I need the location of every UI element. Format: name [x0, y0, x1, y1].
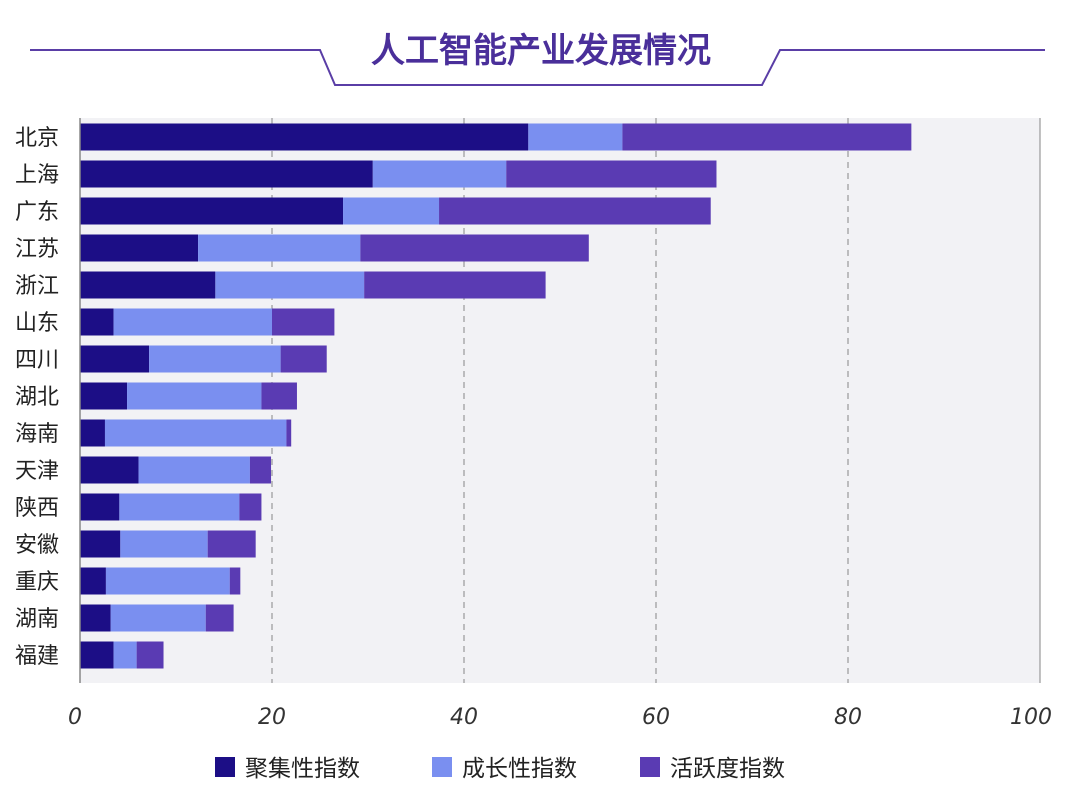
- bar-湖南-series-3: [205, 604, 234, 632]
- category-label: 山东: [15, 311, 59, 336]
- bar-安徽-series-2: [120, 530, 208, 558]
- legend-swatch-1: [215, 757, 235, 777]
- bar-上海-series-1: [80, 160, 373, 188]
- bar-广东-series-1: [80, 197, 344, 225]
- bar-湖南-series-1: [80, 604, 111, 632]
- category-label: 天津: [15, 459, 59, 484]
- bar-四川-series-1: [80, 345, 150, 373]
- bar-江苏-series-3: [360, 234, 589, 262]
- legend-label-3: 活跃度指数: [670, 756, 785, 782]
- bar-北京-series-2: [528, 123, 623, 151]
- title-banner: 人工智能产业发展情况: [30, 31, 1045, 86]
- category-label: 湖南: [15, 607, 59, 632]
- bar-重庆-series-3: [229, 567, 241, 595]
- bar-四川-series-2: [149, 345, 281, 373]
- x-tick-label: 100: [1010, 705, 1052, 730]
- bar-海南-series-1: [80, 419, 105, 447]
- x-tick-label: 60: [642, 705, 670, 730]
- category-label: 海南: [15, 422, 59, 447]
- bar-江苏-series-1: [80, 234, 199, 262]
- legend-label-2: 成长性指数: [462, 756, 577, 782]
- bar-重庆-series-1: [80, 567, 106, 595]
- category-label: 上海: [15, 163, 59, 188]
- chart-title: 人工智能产业发展情况: [371, 31, 711, 71]
- x-tick-label: 40: [450, 705, 478, 730]
- bar-福建-series-1: [80, 641, 114, 669]
- bar-浙江-series-2: [215, 271, 365, 299]
- bar-安徽-series-1: [80, 530, 121, 558]
- bar-陕西-series-3: [239, 493, 262, 521]
- bar-广东-series-2: [343, 197, 440, 225]
- bar-江苏-series-2: [198, 234, 361, 262]
- bar-重庆-series-2: [105, 567, 230, 595]
- bar-浙江-series-1: [80, 271, 216, 299]
- bar-天津-series-2: [138, 456, 250, 484]
- category-label: 湖北: [15, 385, 59, 410]
- legend-swatch-2: [432, 757, 452, 777]
- bar-北京-series-3: [622, 123, 912, 151]
- bar-福建-series-2: [113, 641, 137, 669]
- bar-湖南-series-2: [110, 604, 206, 632]
- legend-label-1: 聚集性指数: [245, 756, 360, 782]
- x-tick-label: 20: [258, 705, 286, 730]
- category-label: 陕西: [15, 496, 59, 521]
- bar-天津-series-3: [249, 456, 272, 484]
- category-label: 广东: [15, 200, 59, 225]
- bar-上海-series-3: [506, 160, 717, 188]
- bar-湖北-series-3: [261, 382, 297, 410]
- x-tick-label: 80: [834, 705, 862, 730]
- bar-上海-series-2: [372, 160, 507, 188]
- bar-山东-series-2: [113, 308, 272, 336]
- bar-海南-series-2: [104, 419, 287, 447]
- category-label: 江苏: [15, 237, 59, 262]
- legend: 聚集性指数 成长性指数 活跃度指数: [215, 756, 785, 782]
- category-label: 重庆: [15, 570, 59, 595]
- bar-陕西-series-2: [119, 493, 240, 521]
- bar-广东-series-3: [439, 197, 711, 225]
- legend-swatch-3: [640, 757, 660, 777]
- bar-浙江-series-3: [364, 271, 546, 299]
- category-label: 浙江: [15, 274, 59, 299]
- category-label: 四川: [15, 348, 59, 373]
- bar-天津-series-1: [80, 456, 139, 484]
- bar-湖北-series-2: [127, 382, 262, 410]
- bar-福建-series-3: [136, 641, 164, 669]
- bar-山东-series-1: [80, 308, 114, 336]
- category-label: 北京: [15, 126, 59, 151]
- bar-山东-series-3: [272, 308, 335, 336]
- title-frame: [30, 49, 1045, 86]
- grid-lines: [271, 118, 1041, 683]
- x-tick-label: 0: [68, 705, 82, 730]
- bar-海南-series-3: [286, 419, 292, 447]
- bar-安徽-series-3: [207, 530, 256, 558]
- category-label: 福建: [15, 644, 59, 669]
- category-label: 安徽: [15, 533, 59, 558]
- bar-北京-series-1: [80, 123, 529, 151]
- bar-陕西-series-1: [80, 493, 120, 521]
- x-tick-labels: 0 20 40 60 80 100: [68, 705, 1052, 730]
- bars: [80, 123, 912, 669]
- bar-四川-series-3: [280, 345, 327, 373]
- bar-湖北-series-1: [80, 382, 128, 410]
